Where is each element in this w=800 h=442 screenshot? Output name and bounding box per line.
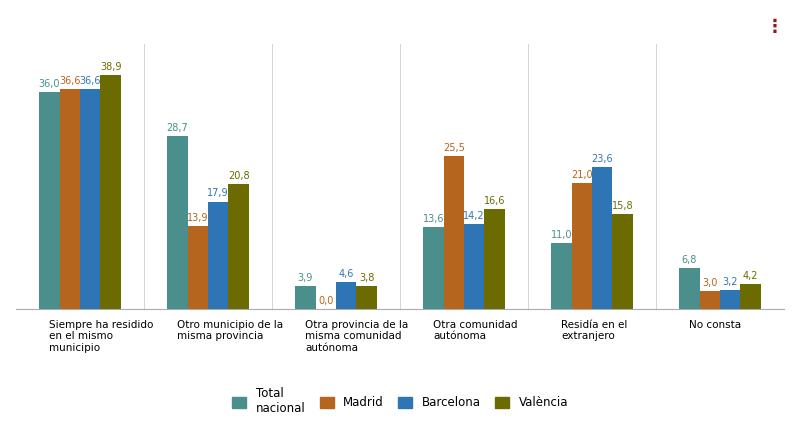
Text: 6,8: 6,8	[682, 255, 697, 265]
Text: 3,9: 3,9	[298, 273, 313, 283]
Bar	[679, 268, 699, 309]
Bar	[485, 210, 505, 309]
Text: 15,8: 15,8	[612, 201, 634, 211]
Text: 16,6: 16,6	[484, 196, 506, 206]
Bar	[423, 228, 443, 309]
Bar	[741, 284, 761, 309]
Text: 11,0: 11,0	[550, 230, 572, 240]
Bar	[167, 137, 187, 309]
Text: 20,8: 20,8	[228, 171, 250, 181]
Bar	[59, 89, 80, 309]
Bar	[592, 167, 613, 309]
Text: 4,6: 4,6	[338, 269, 354, 278]
Bar	[336, 282, 357, 309]
Text: 25,5: 25,5	[443, 143, 465, 152]
Bar	[357, 286, 377, 309]
Bar	[720, 290, 741, 309]
Text: 21,0: 21,0	[571, 170, 593, 180]
Text: 13,6: 13,6	[422, 214, 444, 225]
Bar	[229, 184, 249, 309]
Bar	[208, 202, 229, 309]
Text: 13,9: 13,9	[187, 213, 209, 223]
Text: 23,6: 23,6	[591, 154, 613, 164]
Bar	[101, 75, 121, 309]
Text: 36,0: 36,0	[38, 80, 60, 89]
Text: 3,0: 3,0	[702, 278, 718, 288]
Text: 36,6: 36,6	[79, 76, 101, 86]
Text: 36,6: 36,6	[59, 76, 81, 86]
Bar	[464, 224, 485, 309]
Bar	[699, 291, 720, 309]
Text: 28,7: 28,7	[166, 123, 188, 133]
Bar	[551, 243, 571, 309]
Bar	[39, 92, 59, 309]
Bar	[80, 89, 101, 309]
Text: 17,9: 17,9	[207, 188, 229, 198]
Bar	[571, 183, 592, 309]
Text: 0,0: 0,0	[318, 297, 334, 306]
Bar	[295, 286, 315, 309]
Bar	[443, 156, 464, 309]
Bar	[613, 214, 633, 309]
Text: ⋮: ⋮	[766, 18, 784, 36]
Bar	[187, 225, 208, 309]
Text: 4,2: 4,2	[743, 271, 758, 281]
Legend: Total
nacional, Madrid, Barcelona, València: Total nacional, Madrid, Barcelona, Valèn…	[227, 383, 573, 420]
Text: 3,8: 3,8	[359, 274, 374, 283]
Text: 3,2: 3,2	[722, 277, 738, 287]
Text: 14,2: 14,2	[463, 211, 485, 221]
Text: 38,9: 38,9	[100, 62, 122, 72]
